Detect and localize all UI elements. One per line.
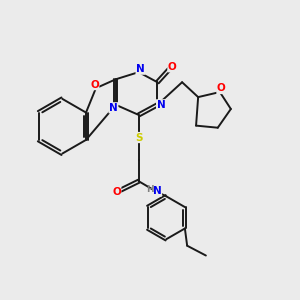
- Text: O: O: [90, 80, 99, 90]
- Text: N: N: [136, 64, 145, 74]
- Text: N: N: [153, 186, 161, 196]
- Text: O: O: [217, 83, 226, 94]
- Text: H: H: [146, 185, 154, 194]
- Text: O: O: [112, 187, 121, 196]
- Text: O: O: [168, 62, 177, 72]
- Text: S: S: [135, 133, 142, 142]
- Text: N: N: [109, 103, 118, 113]
- Text: N: N: [157, 100, 165, 110]
